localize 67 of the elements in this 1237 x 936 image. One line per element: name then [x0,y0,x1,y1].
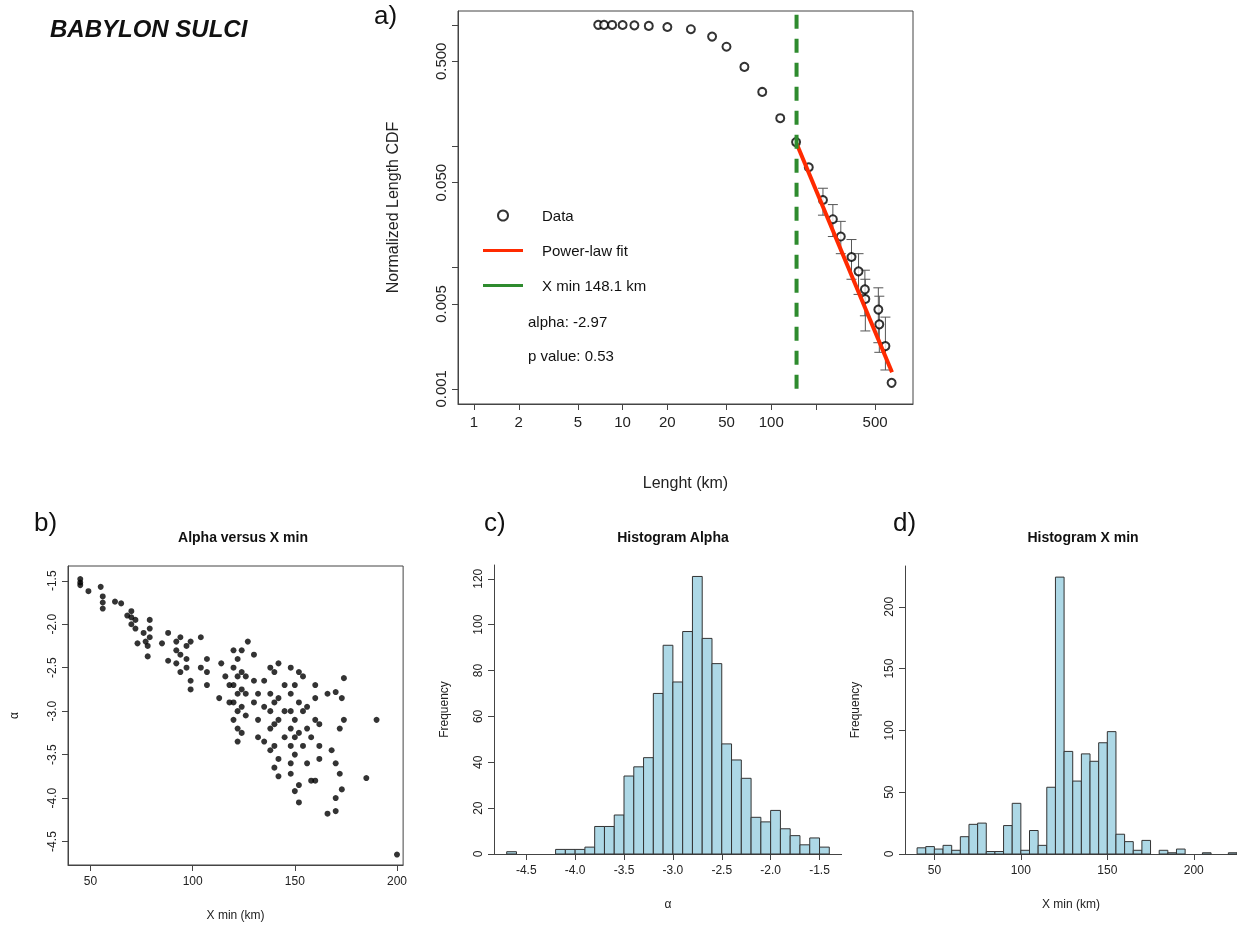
x-tick-label: 100 [758,413,784,430]
y-tick-label: 100 [471,614,485,635]
y-tick-label: 0.005 [432,285,449,323]
x-tick-label: 50 [718,413,735,430]
legend-label: X min 148.1 km [542,277,647,294]
legend-label: Power-law fit [542,242,629,259]
x-tick-label: 5 [573,413,583,430]
x-tick-label: 150 [1097,863,1118,877]
x-tick-label: 10 [614,413,631,430]
text: a) [374,0,398,30]
x-tick-label: 1 [469,413,479,430]
y-tick-label: 0 [882,850,896,858]
annotation: alpha: -2.97 [528,313,608,330]
x-tick-label: -3.5 [613,863,635,877]
y-tick-label: 0.050 [432,163,449,202]
y-tick-label: -1.5 [45,570,59,592]
x-tick-label: 50 [927,863,942,877]
y-tick-label: -2.0 [45,613,59,635]
y-tick-label: 150 [882,658,896,679]
x-tick-label: -3.0 [662,863,684,877]
text: d) [893,507,917,537]
y-tick-label: 200 [882,596,896,617]
y-tick-label: 20 [471,801,485,815]
x-tick-label: -4.0 [564,863,586,877]
x-axis-title: X min (km) [206,908,265,922]
y-tick-label: 0.500 [432,42,449,81]
y-tick-label: -2.5 [45,657,59,679]
y-tick-label: 80 [471,663,485,678]
y-tick-label: -3.0 [45,700,59,722]
chart-title: Histogram Alpha [617,529,729,545]
x-tick-label: 2 [514,413,523,430]
x-tick-label: -2.0 [760,863,782,877]
legend-label: Data [542,207,575,224]
y-tick-label: 60 [471,709,485,724]
y-tick-label: 0 [471,850,485,858]
x-axis-title: α [664,897,672,911]
x-tick-label: -2.5 [711,863,733,877]
x-tick-label: 200 [1183,863,1205,877]
chart-title: Histogram X min [1027,529,1139,545]
y-tick-label: 100 [882,720,896,741]
x-tick-label: -4.5 [515,863,537,877]
y-tick-label: -4.5 [45,830,59,852]
text: b) [34,507,58,537]
x-tick-label: 20 [659,413,676,430]
y-axis-title: Frequency [437,681,451,738]
x-tick-label: -1.5 [809,863,831,877]
chart-title: Alpha versus X min [178,529,308,545]
y-axis-title: α [7,711,21,719]
x-axis-title: X min (km) [1042,897,1100,911]
y-tick-label: 0.001 [432,370,449,408]
text: BABYLON SULCI [50,14,249,42]
x-tick-label: 500 [862,413,888,430]
annotation: p value: 0.53 [528,347,614,364]
y-tick-label: 120 [471,568,485,589]
x-tick-label: 200 [386,874,408,888]
y-tick-label: -3.5 [45,743,59,765]
x-axis-title: Lenght (km) [642,473,729,491]
text: c) [484,507,506,537]
y-axis-title: Normalized Length CDF [383,121,401,294]
y-axis-title: Frequency [848,681,862,739]
y-tick-label: 50 [882,785,896,799]
x-tick-label: 50 [83,874,98,888]
y-tick-label: 40 [471,755,485,769]
x-tick-label: 100 [182,874,203,888]
y-tick-label: -4.0 [45,787,59,809]
x-tick-label: 100 [1010,863,1032,877]
x-tick-label: 150 [284,874,306,888]
